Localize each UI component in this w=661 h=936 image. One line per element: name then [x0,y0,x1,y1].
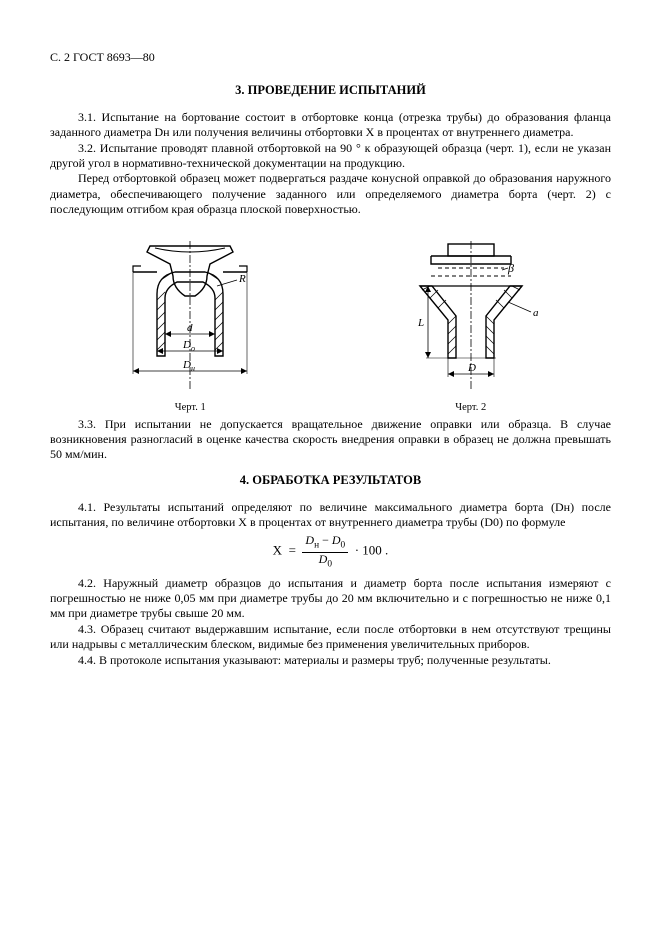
para-4-3: 4.3. Образец считают выдержавшим испытан… [50,622,611,653]
formula-den-D: D [319,552,328,566]
figure-2-svg: β a L D [376,236,566,396]
document-page: С. 2 ГОСТ 8693—80 3. ПРОВЕДЕНИЕ ИСПЫТАНИ… [0,0,661,708]
figures-row: R d Do Dн Черт. 1 [50,236,611,413]
formula-minus: − [322,533,329,547]
para-3-1: 3.1. Испытание на бортование состоит в о… [50,110,611,141]
formula-num-sub-0: 0 [341,541,346,551]
figure-2-caption: Черт. 2 [376,402,566,413]
figure-2: β a L D Черт. 2 [376,236,566,413]
formula-den-sub-0: 0 [327,559,332,569]
para-3-2b: Перед отбортовкой образец может подверга… [50,171,611,217]
section-3-title: 3. ПРОВЕДЕНИЕ ИСПЫТАНИЙ [50,83,611,98]
para-3-2: 3.2. Испытание проводят плавной отбортов… [50,141,611,172]
label-a: a [533,307,539,319]
svg-text:Do: Do [182,339,195,353]
label-L: L [417,317,424,329]
label-Do: D [182,339,191,351]
label-Dn: D [182,359,191,371]
formula-num-sub-n: н [314,541,319,551]
page-header: С. 2 ГОСТ 8693—80 [50,50,611,65]
figure-1-svg: R d Do Dн [95,236,285,396]
para-4-4: 4.4. В протоколе испытания указывают: ма… [50,653,611,668]
figure-1-caption: Черт. 1 [95,402,285,413]
formula-lhs: X [273,543,282,558]
para-4-1: 4.1. Результаты испытаний определяют по … [50,500,611,531]
label-R: R [238,273,246,285]
label-d: d [187,322,193,334]
figure-1: R d Do Dн Черт. 1 [95,236,285,413]
svg-text:Dн: Dн [182,359,195,373]
formula-tail: · 100 . [355,543,389,558]
section-4-title: 4. ОБРАБОТКА РЕЗУЛЬТАТОВ [50,473,611,488]
label-D: D [467,362,476,374]
para-4-2: 4.2. Наружный диаметр образцов до испыта… [50,576,611,622]
formula-X: X = Dн − D0 D0 · 100 . [50,534,611,569]
formula-num-D0: D [332,533,341,547]
para-3-3: 3.3. При испытании не допускается вращат… [50,417,611,463]
formula-num-Dn: D [305,533,314,547]
label-beta: β [507,261,514,275]
